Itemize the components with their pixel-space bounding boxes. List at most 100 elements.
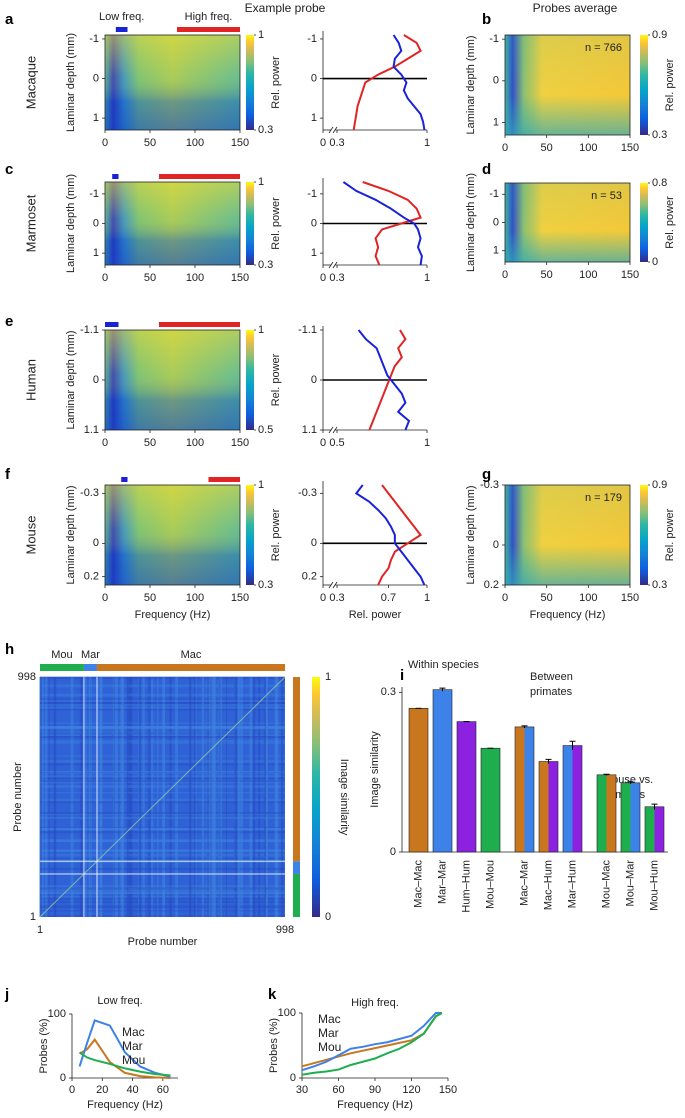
x-axis-label: Frequency (Hz) [337,1099,413,1111]
y-tick-label: -1.1 [298,324,317,336]
x-tick-label: 100 [186,592,204,604]
band-label: Low freq. [99,11,144,23]
group-label: Mar [81,649,100,661]
profile-line [342,181,423,266]
group-bar [293,861,300,874]
y-tick-label: 0 [60,1072,66,1084]
y-tick-label: 1 [311,112,317,124]
x-tick-label: 150 [231,137,249,149]
band-label: High freq. [185,11,233,23]
species-label: Macaque [23,56,38,109]
colorbar-label: Rel. power [270,56,282,109]
series-line [301,1012,443,1076]
profile-line [377,484,423,586]
colorbar-tick-label: 0.9 [652,479,667,491]
x-tick-label: 40 [126,1084,138,1096]
y-tick-label: 1 [311,247,317,259]
panel-letter: h [5,641,14,658]
y-tick-label: 0 [390,846,396,858]
error-bar [521,725,528,728]
y-tick-label: -0.3 [298,487,317,499]
freq-band [105,322,119,327]
y-tick-label: 0.2 [484,579,499,591]
y-tick-label: 0 [493,539,499,551]
colorbar-tick-label: 0.5 [258,424,273,436]
chart-title: High freq. [351,997,399,1009]
axis-break [328,126,334,134]
group-label: primates [530,686,573,698]
axis-break [332,126,338,134]
x-tick-label: 0 [502,269,508,281]
y-axis-label: Laminar depth (mm) [65,174,77,273]
colorbar [640,183,648,262]
colorbar [246,485,254,585]
x-tick-label: 50 [144,272,156,284]
category-label: Mou–Mou [484,860,496,909]
colorbar [246,182,254,265]
group-bar [293,873,300,917]
colorbar [246,330,254,430]
panel-letter: f [5,466,11,483]
category-label: Mac–Mac [412,860,424,908]
species-label: Human [23,359,38,401]
y-tick-label: 0 [311,217,317,229]
x-axis-label: Frequency (Hz) [87,1099,163,1111]
y-axis-label: Laminar depth (mm) [465,173,477,272]
x-axis-label: Frequency (Hz) [530,609,606,621]
bar [644,806,665,853]
bar [432,689,453,853]
plot-frame [504,484,631,586]
error-bar [439,687,446,692]
x-tick-label: 0 [102,137,108,149]
colorbar-label: Rel. power [664,508,676,561]
colorbar-label: Rel. power [270,197,282,250]
y-axis-label: Laminar depth (mm) [65,485,77,584]
colorbar-tick-label: 0 [325,911,331,923]
category-label: Mou–Hum [648,860,660,911]
panel-letter: d [482,161,491,178]
x-tick-label: 100 [186,137,204,149]
species-label: Mouse [23,515,38,554]
group-label: Mac [181,649,202,661]
legend-label: Mou [318,1040,341,1054]
x-tick-label: 1 [424,272,430,284]
heatmap-shade [505,183,630,262]
group-bar [40,664,84,671]
colorbar-tick-label: 1 [325,671,331,683]
error-bar [651,803,658,810]
bar [480,747,501,853]
x-tick-label: 0 [102,437,108,449]
bar [562,745,583,853]
bar [538,761,559,853]
legend-label: Mar [318,1026,339,1040]
heatmap-shade [105,182,240,265]
x-tick-label: 0 [502,142,508,154]
colorbar [312,677,320,917]
series-line [78,1019,171,1078]
x-tick-label: 120 [402,1084,420,1096]
y-axis-label: Probe number [12,762,24,832]
x-tick-label: 50 [144,137,156,149]
series-line [79,1037,171,1079]
colorbar-tick-label: 0.3 [652,129,667,141]
x-tick-label: 150 [231,272,249,284]
category-label: Mou–Mac [600,860,612,909]
category-label: Hum–Hum [460,860,472,913]
x-tick-label: 1 [424,137,430,149]
y-axis-label: Image similarity [369,731,381,808]
x-axis-label: Rel. power [349,609,402,621]
profile-line [357,329,411,431]
colorbar-tick-label: 0 [652,256,658,268]
colorbar-tick-label: 1 [258,324,264,336]
y-tick-label: 998 [18,671,36,683]
colorbar [640,485,648,585]
y-tick-label: -1 [307,188,317,200]
x-tick-label: 0 [102,592,108,604]
category-label: Mou–Mar [624,860,636,907]
profile-line [362,181,422,266]
colorbar-label: Rel. power [270,508,282,561]
n-label: n = 766 [585,42,622,54]
x-axis-label: Probe number [128,936,198,948]
legend-label: Mou [122,1053,145,1067]
panel-letter: g [482,466,491,483]
